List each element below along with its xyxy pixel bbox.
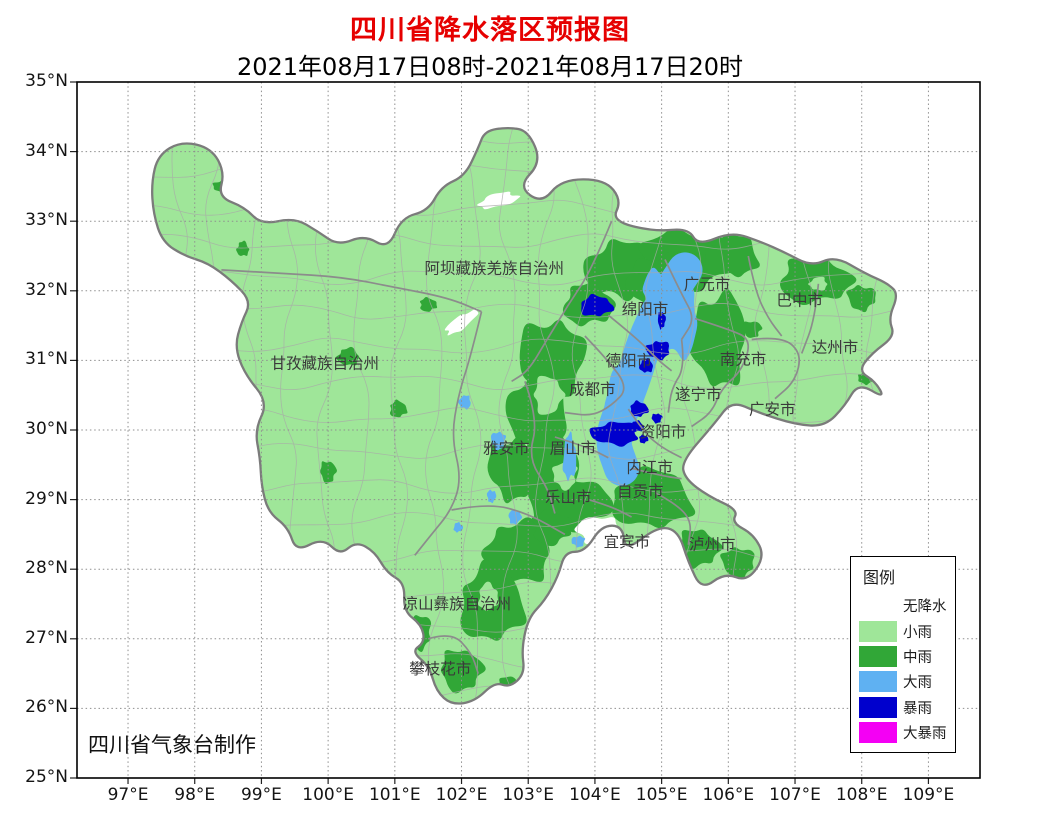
legend-swatch — [859, 722, 897, 744]
legend-item: 无降水 — [859, 593, 953, 618]
region-label: 凉山彝族自治州 — [403, 595, 512, 613]
lat-tick-label: 28°N — [25, 558, 68, 579]
region-label: 南充市 — [720, 351, 767, 369]
plot-border — [76, 81, 981, 779]
legend-label: 小雨 — [903, 624, 932, 641]
region-label: 达州市 — [812, 339, 859, 357]
legend-item: 大暴雨 — [859, 720, 953, 745]
legend-label: 无降水 — [903, 599, 947, 616]
region-label: 遂宁市 — [675, 385, 722, 403]
legend-swatch — [859, 671, 897, 693]
region-label: 巴中市 — [776, 291, 823, 309]
legend-item: 中雨 — [859, 644, 953, 669]
lon-tick-label: 97°E — [107, 785, 149, 805]
region-label: 自贡市 — [617, 483, 664, 501]
lon-tick-label: 109°E — [902, 785, 955, 805]
lon-tick-label: 101°E — [368, 785, 421, 805]
region-label: 眉山市 — [550, 440, 597, 458]
region-label: 绵阳市 — [622, 300, 669, 318]
legend-label: 暴雨 — [903, 700, 932, 717]
legend-items: 无降水小雨中雨大雨暴雨大暴雨 — [859, 593, 953, 745]
legend-label: 中雨 — [903, 649, 932, 666]
legend-swatch — [859, 595, 897, 616]
region-label: 乐山市 — [545, 488, 592, 506]
legend-item: 暴雨 — [859, 695, 953, 720]
region-label: 成都市 — [569, 380, 616, 398]
legend-title: 图例 — [863, 568, 896, 587]
lat-tick-label: 31°N — [25, 349, 68, 370]
prefecture-boundaries — [221, 220, 820, 674]
lon-tick-label: 105°E — [635, 785, 688, 805]
region-label: 攀枝花市 — [409, 660, 471, 678]
legend-swatch — [859, 620, 897, 642]
region-label: 甘孜藏族自治州 — [271, 355, 380, 373]
region-label: 广安市 — [749, 401, 796, 419]
region-label: 资阳市 — [640, 423, 687, 441]
region-label: 宜宾市 — [604, 533, 651, 551]
legend-label: 大暴雨 — [903, 726, 947, 743]
region-label: 阿坝藏族羌族自治州 — [424, 259, 564, 277]
lon-tick-label: 98°E — [174, 785, 216, 805]
lat-tick-label: 27°N — [25, 627, 68, 648]
lon-tick-label: 104°E — [569, 785, 621, 805]
lon-tick-label: 102°E — [435, 785, 488, 805]
region-label: 广元市 — [684, 275, 731, 293]
lat-tick-label: 33°N — [25, 210, 68, 231]
lat-tick-label: 29°N — [25, 488, 68, 509]
lat-tick-label: 32°N — [25, 279, 68, 300]
lon-tick-label: 100°E — [302, 785, 354, 805]
legend-item: 大雨 — [859, 669, 953, 694]
lat-tick-label: 25°N — [25, 767, 68, 787]
legend-item: 小雨 — [859, 618, 953, 643]
grid-lines — [77, 82, 980, 778]
lon-tick-label: 106°E — [702, 785, 755, 805]
page-title: 四川省降水落区预报图 — [350, 15, 630, 46]
lon-tick-label: 103°E — [502, 785, 555, 805]
region-label: 德阳市 — [606, 352, 653, 370]
legend-swatch — [859, 645, 897, 667]
region-label: 泸州市 — [689, 536, 736, 554]
legend-label: 大雨 — [903, 675, 932, 692]
credit-text: 四川省气象台制作 — [88, 733, 256, 757]
lon-tick-label: 99°E — [240, 785, 282, 805]
region-label: 内江市 — [626, 458, 673, 476]
lat-tick-label: 34°N — [25, 140, 68, 161]
lat-tick-label: 35°N — [25, 71, 68, 91]
axis-ticks — [70, 81, 930, 784]
province-outline — [151, 126, 898, 705]
lon-tick-label: 108°E — [835, 785, 888, 805]
region-label: 雅安市 — [483, 440, 530, 458]
legend-box: 图例 无降水小雨中雨大雨暴雨大暴雨 — [850, 556, 956, 753]
rainstorm-areas — [581, 293, 670, 447]
lon-tick-label: 107°E — [769, 785, 821, 805]
lat-tick-label: 26°N — [25, 697, 68, 718]
legend-swatch — [859, 696, 897, 718]
page-subtitle: 2021年08月17日08时-2021年08月17日20时 — [236, 53, 744, 81]
lat-tick-label: 30°N — [25, 419, 68, 439]
